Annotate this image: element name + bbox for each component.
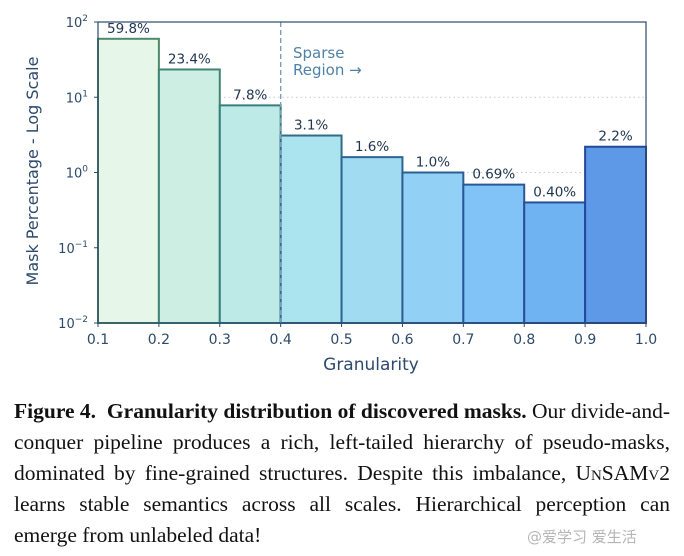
bar — [340, 156, 404, 324]
x-tick-label: 0.6 — [391, 332, 413, 348]
x-tick-label: 0.2 — [148, 332, 170, 348]
x-tick-labels: 0.1 0.2 0.3 0.4 0.5 0.6 0.7 0.8 0.9 1.0 — [87, 323, 657, 348]
y-tick-label: 10−2 — [58, 315, 88, 332]
bar-value-label: 59.8% — [107, 21, 150, 37]
caption-body-1: Our divide-and-conquer pipeline produces… — [14, 399, 670, 485]
bar — [401, 171, 465, 324]
y-tick-labels: 102 101 100 10−1 10−2 — [58, 14, 98, 332]
x-tick-label: 0.4 — [270, 332, 292, 348]
caption-body-2: learns stable semantics across all scale… — [14, 492, 670, 547]
bar-value-labels: 59.8% 23.4% 7.8% 3.1% 1.6% 1.0% 0.69% 0.40% 2.2% — [107, 21, 633, 201]
y-tick-label: 102 — [66, 14, 88, 31]
bar — [523, 201, 587, 325]
y-tick-label: 100 — [66, 165, 89, 182]
x-axis-label: Granularity — [323, 355, 419, 375]
x-tick-label: 1.0 — [635, 332, 657, 348]
bar — [279, 134, 343, 324]
bar — [584, 145, 647, 324]
y-tick-label: 101 — [66, 89, 88, 106]
method-name: UnSAMv2 — [575, 461, 670, 485]
x-tick-label: 0.7 — [452, 332, 474, 348]
figure-caption: Figure 4. Granularity distribution of di… — [14, 396, 670, 551]
bar — [157, 68, 221, 324]
bar-chart: 0.1 0.2 0.3 0.4 0.5 0.6 0.7 0.8 0.9 1.0 102 101 100… — [23, 14, 657, 375]
y-tick-label: 10−1 — [58, 240, 88, 257]
x-tick-label: 0.5 — [330, 332, 352, 348]
bar-value-label: 2.2% — [598, 129, 632, 145]
bar-value-label: 23.4% — [168, 51, 211, 67]
x-tick-label: 0.1 — [87, 332, 109, 348]
bar-value-label: 1.6% — [355, 139, 389, 155]
x-tick-label: 0.8 — [513, 332, 535, 348]
bar — [218, 104, 282, 324]
bar — [462, 183, 526, 324]
x-tick-label: 0.3 — [209, 332, 231, 348]
bar — [97, 37, 160, 325]
bar-value-label: 1.0% — [416, 155, 450, 171]
bar-value-label: 0.69% — [472, 167, 515, 183]
watermark: @爱学习 爱生活 — [527, 528, 637, 546]
annotation-sparse-line2: Region → — [293, 61, 362, 79]
annotation-sparse-line1: Sparse — [293, 44, 344, 62]
bar-value-label: 7.8% — [233, 87, 267, 103]
y-axis-label: Mask Percentage - Log Scale — [23, 57, 42, 286]
x-tick-label: 0.9 — [574, 332, 596, 348]
figure-label: Figure 4. — [14, 399, 97, 423]
figure-title: Granularity distribution of discovered m… — [106, 399, 527, 423]
bars — [97, 37, 647, 325]
bar-value-label: 3.1% — [294, 118, 328, 134]
bar-value-label: 0.40% — [533, 184, 576, 200]
